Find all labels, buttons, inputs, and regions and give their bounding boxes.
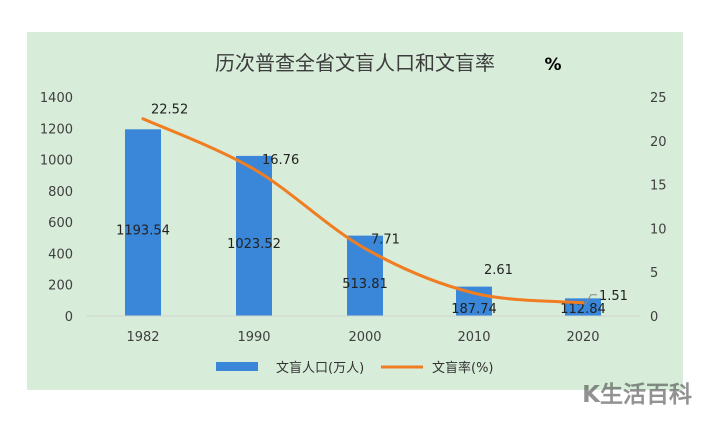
left-axis-tick-label: 800	[48, 185, 73, 200]
chart-title: 历次普查全省文盲人口和文盲率	[215, 51, 495, 75]
right-axis-tick-label: 10	[650, 222, 667, 237]
left-axis-tick-label: 1000	[40, 154, 73, 169]
bar-data-label: 1023.52	[227, 237, 281, 252]
bar-data-label: 112.84	[560, 302, 606, 317]
x-axis-tick-label: 2010	[457, 330, 490, 345]
right-axis-unit: %	[544, 55, 561, 75]
bar	[236, 155, 272, 316]
left-axis-tick-label: 0	[65, 310, 73, 325]
line-point	[252, 167, 256, 171]
line-series: 22.52 16.76 7.71 2.61 1.51	[141, 103, 628, 306]
left-axis-tick-label: 400	[48, 247, 73, 262]
line-point	[581, 301, 585, 305]
left-axis-tick-label: 200	[48, 279, 73, 294]
right-axis-tick-label: 15	[650, 179, 667, 194]
legend-bar-swatch	[216, 362, 258, 371]
bar-data-label: 513.81	[342, 277, 388, 292]
left-axis: 0 200 400 600 800 1000 1200 1400	[40, 91, 73, 325]
line-data-label: 1.51	[599, 289, 628, 304]
line-data-label: 2.61	[484, 263, 513, 278]
right-axis-tick-label: 20	[650, 135, 667, 150]
left-axis-tick-label: 1200	[40, 122, 73, 137]
watermark: K生活百科	[582, 382, 692, 408]
x-axis-tick-label: 2000	[348, 330, 381, 345]
line-point	[472, 291, 476, 295]
x-axis-tick-label: 1990	[237, 330, 270, 345]
legend: 文盲人口(万人) 文盲率(%)	[216, 360, 494, 376]
line-data-label: 16.76	[262, 153, 299, 168]
bar-data-label: 187.74	[451, 302, 497, 317]
left-axis-tick-label: 1400	[40, 91, 73, 106]
label-leader-line	[584, 294, 597, 306]
x-axis-tick-label: 1982	[126, 330, 159, 345]
x-axis: 1982 1990 2000 2010 2020	[86, 315, 640, 345]
line-data-label: 22.52	[151, 103, 188, 118]
right-axis-tick-label: 25	[650, 91, 667, 106]
x-axis-tick-label: 2020	[566, 330, 599, 345]
right-axis: 0 5 10 15 20 25	[650, 91, 667, 325]
line-point	[363, 246, 367, 250]
legend-line-label: 文盲率(%)	[432, 360, 494, 376]
legend-bar-label: 文盲人口(万人)	[276, 360, 364, 376]
line-data-label: 7.71	[371, 232, 400, 247]
bar-data-label: 1193.54	[116, 224, 170, 239]
right-axis-tick-label: 0	[650, 310, 658, 325]
left-axis-tick-label: 600	[48, 216, 73, 231]
bar-series: 1193.54 1023.52 513.81 187.74 112.84	[116, 129, 606, 317]
bar	[456, 286, 492, 316]
line-point	[141, 117, 145, 121]
bar	[125, 129, 161, 316]
right-axis-tick-label: 5	[650, 266, 658, 281]
